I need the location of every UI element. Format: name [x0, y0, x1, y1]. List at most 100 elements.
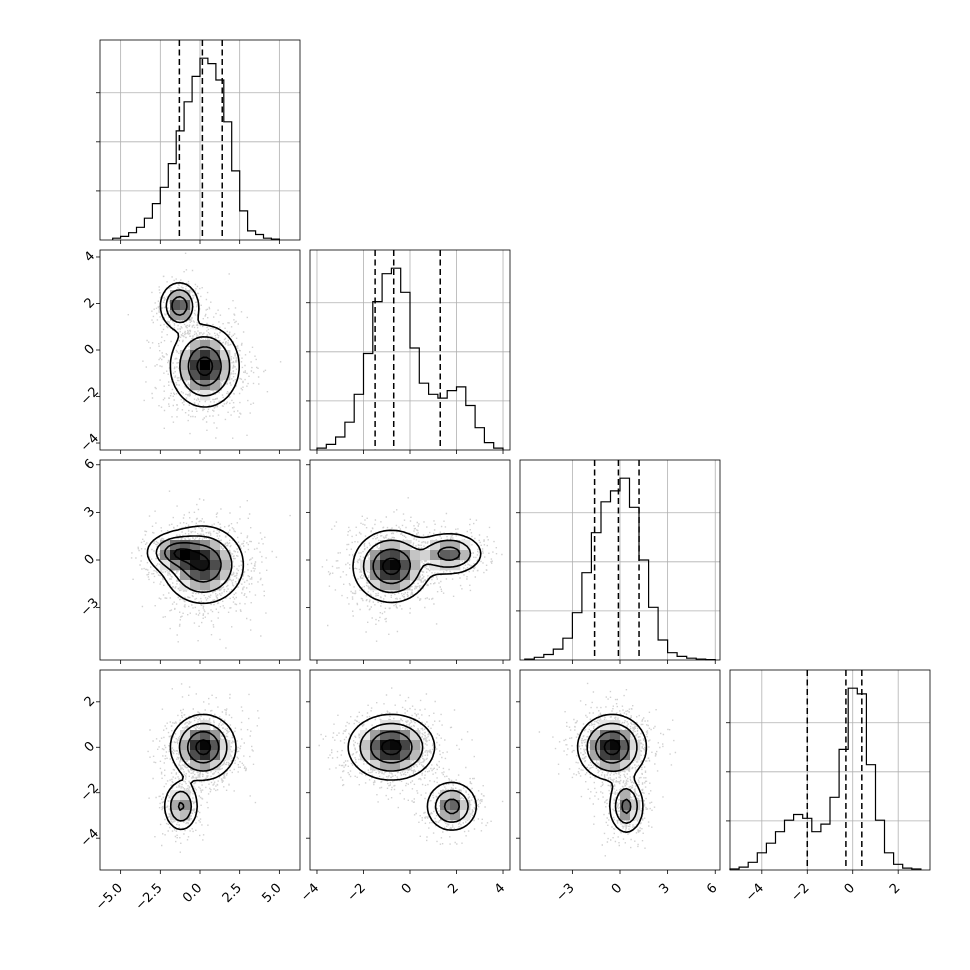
- density-cell: [210, 740, 221, 751]
- density-cell: [620, 760, 631, 771]
- density-cell: [190, 360, 201, 371]
- density-cell: [390, 720, 401, 731]
- density-cell: [170, 290, 181, 301]
- density-cell: [210, 340, 221, 351]
- density-cell: [440, 790, 451, 801]
- density-cell: [460, 800, 471, 811]
- y-tick-label: −2: [78, 781, 102, 805]
- density-cells: [360, 720, 471, 821]
- y-tick-label: 6: [82, 457, 98, 473]
- density-cell: [200, 750, 211, 761]
- y-tick-label: 0: [82, 342, 98, 358]
- density-cell: [450, 790, 461, 801]
- density-cell: [210, 360, 221, 371]
- histogram-0: [112, 57, 280, 240]
- density-cell: [210, 750, 221, 761]
- density-cell: [610, 750, 621, 761]
- density-cell: [190, 550, 201, 561]
- density-cell: [380, 550, 391, 561]
- density-cell: [190, 370, 201, 381]
- y-tick-label: 2: [82, 694, 98, 710]
- y-tick-label: −4: [78, 826, 102, 850]
- contour-level-0: [576, 713, 648, 833]
- density-cell: [200, 360, 211, 371]
- density-cell: [390, 740, 401, 751]
- density-cell: [200, 580, 211, 591]
- density-cell: [220, 350, 231, 361]
- joint-panel-0-1: [96, 249, 301, 454]
- histogram-2: [524, 477, 716, 661]
- density-cell: [200, 730, 211, 741]
- density-cell: [440, 550, 451, 561]
- joint-panel-1-2: [306, 459, 511, 664]
- density-cell: [360, 560, 371, 571]
- density-cell: [210, 570, 221, 581]
- density-cell: [400, 760, 411, 771]
- density-cell: [380, 740, 391, 751]
- density-cell: [170, 800, 181, 811]
- density-cell: [190, 350, 201, 361]
- density-cell: [170, 310, 181, 321]
- density-cell: [440, 810, 451, 821]
- y-tick-label: 2: [82, 295, 98, 311]
- density-cell: [180, 550, 191, 561]
- density-cell: [370, 560, 381, 571]
- density-cell: [380, 560, 391, 571]
- density-cell: [220, 550, 231, 561]
- density-cell: [620, 790, 631, 801]
- density-cell: [200, 740, 211, 751]
- density-cell: [450, 560, 461, 571]
- density-cell: [190, 730, 201, 741]
- contour-level-2: [171, 295, 222, 387]
- contour-level-3: [382, 557, 401, 576]
- density-cell: [410, 730, 421, 741]
- contour-level-0: [347, 713, 478, 831]
- density-cell: [410, 570, 421, 581]
- density-cell: [410, 750, 421, 761]
- density-cell: [180, 790, 191, 801]
- density-cell: [370, 760, 381, 771]
- density-cell: [190, 750, 201, 761]
- density-cell: [380, 760, 391, 771]
- density-cell: [180, 540, 191, 551]
- contour-level-1: [155, 535, 233, 593]
- density-cell: [390, 540, 401, 551]
- x-tick-label: −2.5: [133, 881, 166, 914]
- x-tick-label: 5.0: [259, 881, 284, 906]
- contour-level-2: [370, 730, 460, 815]
- density-cell: [620, 810, 631, 821]
- x-tick-label: 2.5: [220, 881, 245, 906]
- joint-panel-0-2: [96, 459, 301, 664]
- density-cell: [430, 540, 441, 551]
- density-cell: [380, 580, 391, 591]
- density-cell: [360, 750, 371, 761]
- density-cell: [370, 740, 381, 751]
- density-cell: [610, 730, 621, 741]
- density-cell: [610, 760, 621, 771]
- density-cell: [390, 760, 401, 771]
- density-cell: [200, 350, 211, 361]
- joint-panel-2-3: [516, 669, 721, 874]
- density-cell: [420, 550, 431, 561]
- density-cell: [460, 550, 471, 561]
- density-cell: [190, 580, 201, 591]
- density-cell: [390, 560, 401, 571]
- contour-level-1: [362, 539, 472, 594]
- density-cell: [620, 800, 631, 811]
- density-cell: [190, 570, 201, 581]
- joint-panel-0-3: [96, 669, 301, 874]
- contour-level-1: [359, 722, 469, 823]
- density-cell: [180, 750, 191, 761]
- x-tick-label: 2: [445, 881, 461, 897]
- x-tick-label: 0: [609, 881, 625, 897]
- density-cells: [160, 540, 231, 591]
- density-cell: [190, 560, 201, 571]
- y-tick-label: 0: [82, 552, 98, 568]
- density-cell: [450, 540, 461, 551]
- x-tick-label: −4: [298, 881, 322, 905]
- density-cell: [180, 300, 191, 311]
- contour-level-0: [352, 529, 482, 604]
- density-cell: [170, 300, 181, 311]
- density-cell: [210, 560, 221, 571]
